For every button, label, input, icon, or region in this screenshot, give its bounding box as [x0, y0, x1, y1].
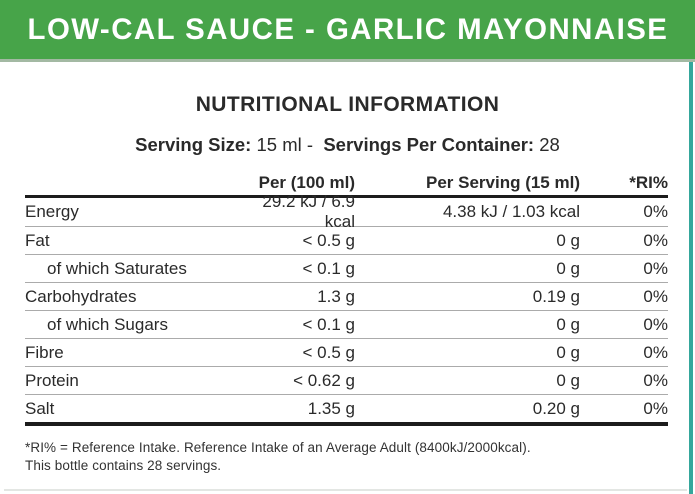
per-serving-value: 0.20 g — [532, 398, 580, 418]
table-body: Energy 29.2 kJ / 6.9 kcal 4.38 kJ / 1.03 k… — [25, 192, 668, 422]
table-header-row: Per (100 ml) Per Serving (15 ml) *RI% — [25, 170, 668, 195]
per-100ml-value: 29.2 kJ / 6.9 kcal — [262, 192, 355, 231]
table-row: Fibre < 0.5 g 0 g 0% — [25, 338, 668, 366]
nutrition-table: Per (100 ml) Per Serving (15 ml) *RI% En… — [25, 170, 668, 426]
serving-size-value: 15 ml — [256, 134, 302, 155]
ri-percent-value: 0% — [643, 258, 668, 278]
per-100ml-value: 1.35 g — [307, 398, 355, 418]
ri-percent-value: 0% — [643, 342, 668, 362]
column-header-per-serving: Per Serving (15 ml) — [425, 172, 580, 192]
nutrient-name: Salt — [25, 398, 55, 418]
per-serving-value: 0 g — [556, 342, 580, 362]
footnote: *RI% = Reference Intake. Reference Intak… — [25, 439, 668, 475]
per-serving-value: 0 g — [556, 370, 580, 390]
ri-percent-value: 0% — [643, 202, 668, 221]
ri-percent-value: 0% — [643, 230, 668, 250]
ri-percent-value: 0% — [643, 370, 668, 390]
nutrient-name: Fibre — [25, 342, 64, 362]
table-row: of which Saturates < 0.1 g 0 g 0% — [25, 254, 668, 282]
serving-size-label: Serving Size: — [135, 134, 252, 155]
nutrient-name: Energy — [25, 202, 79, 221]
table-row: Fat < 0.5 g 0 g 0% — [25, 226, 668, 254]
product-banner: LOW-CAL SAUCE - GARLIC MAYONNAISE — [0, 0, 695, 62]
per-100ml-value: < 0.1 g — [302, 258, 355, 278]
table-top-rule — [25, 195, 668, 198]
section-title: NUTRITIONAL INFORMATION — [195, 93, 500, 116]
servings-per-container-value: 28 — [539, 134, 560, 155]
per-100ml-value: < 0.5 g — [302, 230, 355, 250]
right-edge-strip — [689, 62, 693, 494]
table-row: Energy 29.2 kJ / 6.9 kcal 4.38 kJ / 1.03 k… — [25, 192, 668, 231]
ri-percent-value: 0% — [643, 314, 668, 334]
nutrient-name: Fat — [25, 230, 50, 250]
table-row: Salt 1.35 g 0.20 g 0% — [25, 394, 668, 422]
per-100ml-value: 1.3 g — [317, 286, 355, 306]
per-serving-value: 0.19 g — [532, 286, 580, 306]
serving-separator: - — [306, 134, 314, 155]
per-serving-value: 0 g — [556, 230, 580, 250]
footnote-line-1: *RI% = Reference Intake. Reference Intak… — [25, 440, 531, 455]
per-serving-value: 4.38 kJ / 1.03 kcal — [442, 202, 580, 221]
per-100ml-value: < 0.5 g — [302, 342, 355, 362]
nutrient-name: of which Sugars — [47, 314, 168, 334]
product-title: LOW-CAL SAUCE - GARLIC MAYONNAISE — [27, 12, 668, 46]
ri-percent-value: 0% — [643, 286, 668, 306]
table-bottom-rule — [25, 422, 668, 426]
per-serving-value: 0 g — [556, 314, 580, 334]
footnote-line-2: This bottle contains 28 servings. — [25, 458, 222, 473]
serving-info: Serving Size: 15 ml - Servings Per Conta… — [0, 134, 695, 156]
table-row: Protein < 0.62 g 0 g 0% — [25, 366, 668, 394]
table-row: Carbohydrates 1.3 g 0.19 g 0% — [25, 282, 668, 310]
servings-per-container-label: Servings Per Container: — [323, 134, 535, 155]
bottom-edge-line — [4, 489, 687, 491]
per-100ml-value: < 0.62 g — [293, 370, 355, 390]
ri-percent-value: 0% — [643, 398, 668, 418]
per-100ml-value: < 0.1 g — [302, 314, 355, 334]
nutrient-name: of which Saturates — [47, 258, 187, 278]
column-header-ri-percent: *RI% — [629, 172, 668, 192]
per-serving-value: 0 g — [556, 258, 580, 278]
column-header-per-100ml: Per (100 ml) — [258, 172, 355, 192]
nutrient-name: Protein — [25, 370, 79, 390]
table-row: of which Sugars < 0.1 g 0 g 0% — [25, 310, 668, 338]
nutrient-name: Carbohydrates — [25, 286, 137, 306]
